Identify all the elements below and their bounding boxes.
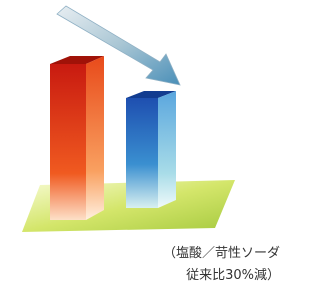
red-bar-front — [50, 64, 86, 220]
blue-bar-front — [126, 98, 158, 208]
red-bar-side — [86, 56, 104, 220]
caption-line: （塩酸／苛性ソーダ — [163, 242, 280, 261]
caption-line: 従来比30%減） — [186, 264, 280, 283]
illustration: （塩酸／苛性ソーダ 従来比30%減） — [0, 0, 288, 291]
blue-bar-side — [158, 91, 176, 208]
